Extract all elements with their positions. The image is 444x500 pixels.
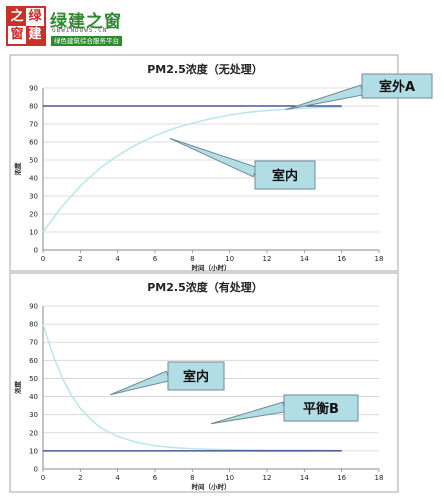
y-tick-label: 70: [29, 121, 38, 129]
x-tick-label: 14: [300, 255, 309, 263]
x-tick-label: 10: [225, 474, 234, 482]
x-tick-label: 12: [263, 255, 272, 263]
logo-char: 建: [26, 26, 44, 44]
logo-url: GBWINDOWS.CN: [52, 27, 108, 34]
chart-2: 0 10 20 30 40 50 60 70 80 90 0 2 4 6 8 10 12 14 16 18 PM2.5浓…: [9, 272, 399, 493]
x-tick-label: 12: [263, 474, 272, 482]
logo-char: 之: [8, 8, 26, 26]
y-tick-label: 90: [29, 85, 38, 93]
chart-1: 0 10 20 30 40 50 60 70 80 90 0 2 4 6 8 10 12 14 16 18 PM2.5浓…: [9, 54, 433, 272]
x-tick-label: 16: [337, 474, 346, 482]
chart-frame: [9, 54, 399, 272]
callout-indoor: [254, 160, 316, 190]
y-tick-label: 30: [29, 193, 38, 201]
y-tick-label: 0: [34, 466, 38, 474]
chart-title: PM2.5浓度（无处理）: [147, 62, 263, 76]
y-tick-label: 60: [29, 139, 38, 147]
y-tick-label: 80: [29, 321, 38, 329]
y-tick-label: 60: [29, 357, 38, 365]
x-tick-label: 14: [300, 474, 309, 482]
y-tick-label: 20: [29, 211, 38, 219]
x-tick-label: 16: [337, 255, 346, 263]
x-tick-label: 6: [153, 255, 158, 263]
x-tick-label: 8: [190, 474, 194, 482]
x-tick-label: 0: [41, 474, 45, 482]
logo-char: 窗: [8, 26, 26, 44]
y-tick-label: 40: [29, 175, 38, 183]
y-tick-label: 10: [29, 229, 38, 237]
y-tick-label: 90: [29, 303, 38, 311]
y-tick-label: 50: [29, 157, 38, 165]
x-tick-label: 18: [375, 255, 384, 263]
y-axis-label: 浓度: [13, 162, 22, 176]
y-tick-label: 50: [29, 375, 38, 383]
y-tick-label: 70: [29, 339, 38, 347]
indoor-curve: [42, 323, 342, 452]
y-tick-label: 10: [29, 447, 38, 455]
x-tick-label: 6: [153, 474, 158, 482]
x-axis-label: 时间（小时）: [192, 482, 231, 491]
y-tick-label: 20: [29, 429, 38, 437]
logo-char: 绿: [26, 8, 44, 26]
logo: 之 绿 窗 建 绿建之窗 GBWINDOWS.CN 绿色建筑综合服务平台: [6, 6, 136, 48]
x-tick-label: 2: [78, 474, 82, 482]
callout-equilibrium-b: [283, 394, 359, 422]
x-tick-label: 4: [115, 474, 120, 482]
callout-text: 室内: [183, 369, 209, 385]
logo-mark: 之 绿 窗 建: [6, 6, 46, 46]
y-tick-label: 0: [34, 247, 38, 255]
y-axis-label: 浓度: [13, 381, 22, 395]
y-tick-label: 40: [29, 393, 38, 401]
chart-title: PM2.5浓度（有处理）: [147, 280, 263, 294]
callout-text: 室内: [272, 168, 298, 184]
y-tick-label: 80: [29, 103, 38, 111]
logo-title: 绿建之窗: [50, 12, 122, 32]
callout-text: 平衡B: [303, 401, 339, 417]
logo-slogan: 绿色建筑综合服务平台: [51, 36, 122, 46]
x-tick-label: 10: [225, 255, 234, 263]
x-tick-label: 18: [375, 474, 384, 482]
x-tick-label: 8: [190, 255, 194, 263]
callout-indoor: [167, 361, 225, 391]
callout-outdoor-a: [361, 73, 433, 99]
x-tick-label: 2: [78, 255, 82, 263]
x-axis-label: 时间（小时）: [192, 263, 231, 272]
y-tick-label: 30: [29, 411, 38, 419]
x-tick-label: 4: [115, 255, 120, 263]
callout-text: 室外A: [379, 79, 415, 95]
x-tick-label: 0: [41, 255, 45, 263]
